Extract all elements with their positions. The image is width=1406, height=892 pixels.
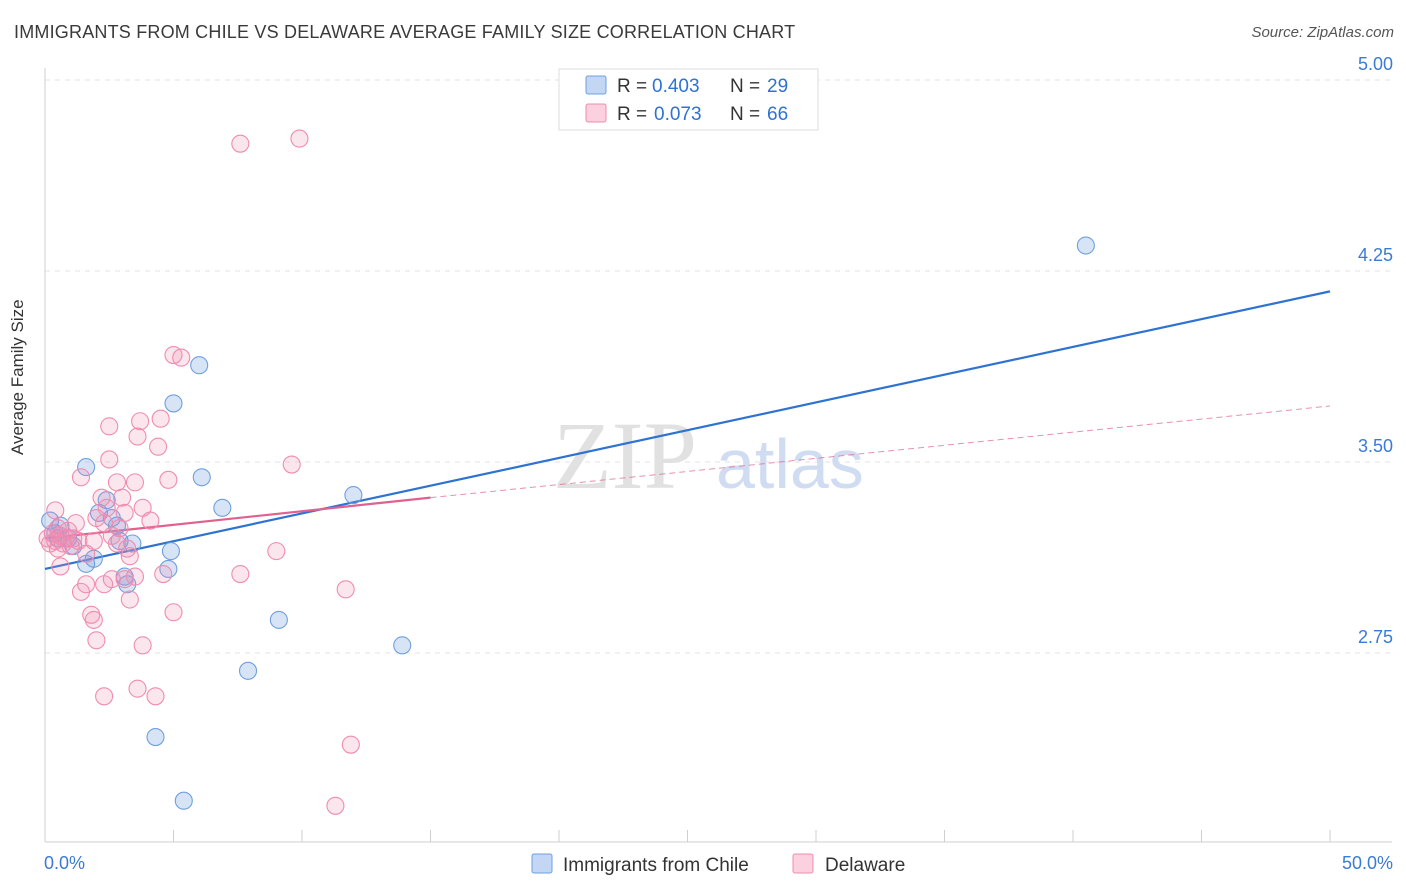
point-delaware	[154, 565, 173, 584]
trend-line-chile	[44, 290, 1331, 571]
point-chile	[97, 491, 116, 510]
point-delaware	[172, 348, 191, 367]
y-tick-label: 5.00	[1358, 54, 1393, 74]
point-delaware	[231, 565, 250, 584]
point-delaware	[46, 501, 65, 520]
point-delaware	[71, 468, 91, 487]
y-tick-label: 2.75	[1358, 627, 1393, 647]
point-delaware	[51, 557, 70, 576]
point-delaware	[149, 437, 168, 456]
point-chile	[161, 542, 180, 561]
data-points	[38, 129, 1095, 815]
point-chile	[238, 661, 258, 680]
point-chile	[164, 394, 183, 413]
point-delaware	[282, 455, 301, 474]
point-delaware	[95, 687, 114, 706]
point-delaware	[341, 735, 360, 754]
point-delaware	[146, 687, 165, 706]
legend: R = 0.403 N = 29 R = 0.073 N = 66	[558, 68, 819, 131]
point-delaware	[336, 580, 355, 599]
bottom-legend-label-delaware: Delaware	[825, 855, 905, 876]
point-chile	[174, 791, 193, 810]
point-delaware	[267, 542, 286, 561]
point-delaware	[290, 129, 309, 148]
point-delaware	[141, 511, 160, 530]
point-delaware	[326, 796, 345, 815]
bottom-legend-swatch-chile	[531, 853, 553, 874]
bottom-legend-swatch-delaware	[792, 853, 814, 874]
legend-r-value-chile: 0.403	[652, 76, 700, 97]
legend-r-label-chile: R =	[617, 76, 647, 97]
point-delaware	[77, 575, 96, 594]
bottom-legend: Immigrants from Chile Delaware	[531, 853, 905, 876]
point-chile	[269, 610, 288, 629]
chart-title: IMMIGRANTS FROM CHILE VS DELAWARE AVERAG…	[14, 22, 796, 42]
point-delaware	[133, 636, 152, 655]
point-delaware	[118, 539, 137, 558]
point-delaware	[125, 567, 144, 586]
point-delaware	[120, 590, 139, 609]
watermark-zip: ZIP	[553, 402, 697, 509]
point-delaware	[113, 488, 132, 507]
point-delaware	[87, 631, 106, 650]
legend-r-value-delaware: 0.073	[654, 104, 702, 125]
point-delaware	[84, 610, 103, 629]
point-chile	[1076, 236, 1095, 255]
point-chile	[159, 559, 178, 579]
point-chile	[192, 468, 211, 487]
point-delaware	[115, 503, 134, 522]
point-delaware	[231, 134, 250, 153]
point-delaware	[115, 570, 134, 589]
point-delaware	[151, 409, 170, 428]
point-chile	[77, 458, 96, 477]
trend-line-delaware	[44, 496, 431, 540]
point-delaware	[159, 470, 178, 489]
x-tick-label-min: 0.0%	[44, 853, 85, 873]
x-tick-label-max: 50.0%	[1342, 853, 1393, 873]
y-tick-label: 3.50	[1358, 436, 1393, 456]
point-delaware	[125, 473, 144, 492]
point-delaware	[82, 605, 101, 624]
point-delaware	[128, 427, 147, 446]
point-delaware	[100, 417, 119, 436]
point-delaware	[131, 412, 150, 431]
legend-swatch-delaware	[585, 103, 607, 123]
point-chile	[190, 356, 209, 375]
watermark: ZIP atlas	[553, 402, 864, 509]
point-delaware	[92, 488, 111, 507]
point-chile	[213, 498, 232, 517]
point-delaware	[64, 529, 83, 548]
legend-r-label-delaware: R =	[617, 104, 647, 125]
legend-n-value-chile: 29	[767, 76, 788, 97]
point-chile	[393, 636, 412, 655]
point-delaware	[97, 498, 116, 517]
grid-lines	[45, 79, 1392, 654]
point-delaware	[84, 531, 103, 550]
y-tick-label: 4.25	[1358, 245, 1393, 265]
point-delaware	[66, 514, 85, 533]
point-delaware	[102, 570, 121, 589]
legend-swatch-chile	[585, 75, 607, 95]
point-delaware	[128, 679, 147, 698]
point-chile	[146, 727, 165, 747]
point-delaware	[107, 534, 127, 553]
legend-n-label-delaware: N =	[730, 104, 760, 125]
point-chile	[344, 486, 363, 505]
trend-line-delaware-extension	[430, 405, 1331, 499]
legend-n-value-delaware: 66	[767, 104, 788, 125]
point-delaware	[164, 603, 183, 622]
point-delaware	[107, 473, 127, 492]
bottom-legend-label-chile: Immigrants from Chile	[563, 855, 749, 876]
point-delaware	[110, 519, 129, 538]
watermark-atlas: atlas	[716, 425, 864, 503]
trend-lines	[44, 290, 1331, 571]
legend-n-label-chile: N =	[730, 76, 760, 97]
source-label: Source: ZipAtlas.com	[1251, 24, 1394, 41]
point-delaware	[100, 450, 119, 469]
axes: 2.75 3.50 4.25 5.00 0.0% 50.0%	[44, 54, 1393, 873]
